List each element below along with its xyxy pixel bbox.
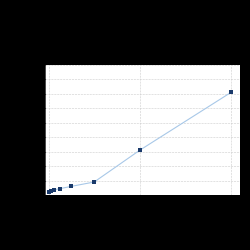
X-axis label: Mouse Lymphocyte Antigen 75 (LY75)
Concentration (ng/ml): Mouse Lymphocyte Antigen 75 (LY75) Conce…	[77, 208, 208, 222]
Point	[52, 188, 56, 192]
Point	[92, 180, 96, 184]
Point	[70, 184, 73, 188]
Point	[229, 90, 233, 94]
Point	[138, 148, 142, 152]
Y-axis label: OD: OD	[22, 125, 28, 135]
Point	[58, 187, 62, 191]
Point	[50, 189, 54, 193]
Point	[47, 190, 51, 194]
